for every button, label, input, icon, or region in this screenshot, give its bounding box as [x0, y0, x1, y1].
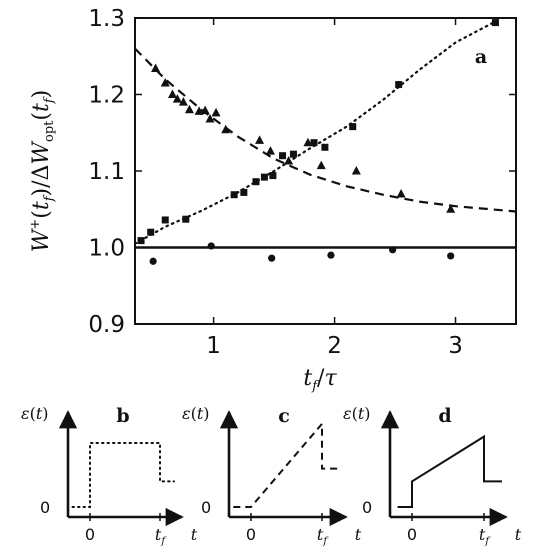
triangle-marker	[303, 137, 313, 147]
y-tick-label: 0	[201, 498, 211, 517]
x-axis-label: t	[355, 525, 362, 544]
triangle-marker	[205, 113, 215, 123]
square-marker	[161, 216, 169, 224]
square-marker	[395, 81, 403, 89]
panel-b: ε(t) 0 0 tf t b	[21, 404, 198, 547]
triangle-marker	[172, 94, 182, 103]
square-marker	[289, 150, 297, 158]
x-tick-label-tf: tf	[155, 525, 167, 547]
x-axis-label: t	[191, 525, 198, 544]
panel-c: ε(t) 0 0 tf t c	[182, 404, 362, 547]
triangle-marker	[396, 188, 406, 198]
triangle-marker	[316, 160, 326, 170]
circle-marker	[389, 246, 397, 254]
main-plot-frame	[134, 17, 517, 325]
y-tick-label: 0.9	[88, 312, 125, 338]
square-marker	[240, 188, 248, 196]
triangle-marker	[265, 146, 275, 155]
triangle-marker	[284, 156, 294, 165]
fit-curve-dashed	[134, 47, 517, 213]
y-tick-label: 1.3	[88, 6, 125, 32]
triangle-marker	[194, 106, 204, 115]
triangle-marker	[211, 107, 221, 117]
triangle-marker	[351, 166, 361, 175]
x-axis-label: t	[515, 525, 522, 544]
triangle-marker	[167, 89, 177, 98]
triangle-marker	[151, 63, 161, 72]
square-marker	[310, 139, 318, 147]
triangle-marker	[446, 204, 456, 213]
x-tick-label: 3	[448, 333, 463, 359]
y-axis-label: ε(t)	[182, 404, 210, 423]
square-marker	[349, 123, 357, 131]
y-tick-label: 0	[362, 498, 372, 517]
x-tick-label: 0	[407, 525, 417, 544]
protocol-curve	[71, 442, 175, 508]
main-chart: 1 2 3 0.9 1.0 1.1 1.2 1.3 a W+(tf)/ΔWopt(tf) t…	[28, 6, 517, 394]
y-axis-label: ε(t)	[21, 404, 49, 423]
y-axis-label: ε(t)	[343, 404, 371, 423]
square-marker	[230, 191, 238, 199]
panel-label: c	[278, 405, 290, 427]
panel-label: d	[438, 405, 451, 427]
protocol-curve	[233, 421, 340, 508]
triangle-marker	[160, 78, 170, 87]
square-marker	[260, 173, 268, 181]
y-tick-label: 1.0	[88, 236, 125, 262]
circle-marker	[207, 242, 215, 250]
x-axis-label: tf/τ	[303, 366, 337, 394]
x-tick-label: 0	[85, 525, 95, 544]
y-tick-label: 0	[40, 498, 50, 517]
triangle-marker	[221, 124, 231, 134]
square-marker	[182, 215, 190, 223]
x-tick-label: 0	[246, 525, 256, 544]
circle-marker	[268, 254, 276, 262]
square-marker	[147, 228, 155, 236]
square-marker	[252, 178, 260, 186]
y-tick-label: 1.1	[88, 159, 125, 185]
triangle-marker	[200, 105, 210, 115]
main-panel-label: a	[475, 46, 487, 68]
panel-d: ε(t) 0 0 tf t d	[343, 404, 522, 547]
x-tick-label-tf: tf	[317, 525, 329, 547]
triangle-marker	[255, 135, 265, 144]
triangle-marker	[178, 97, 188, 106]
square-marker	[269, 172, 277, 180]
circle-marker	[149, 257, 157, 265]
square-marker	[491, 19, 499, 27]
x-tick-label: 1	[206, 333, 221, 359]
square-marker	[137, 237, 145, 245]
circle-marker	[327, 251, 335, 259]
square-marker	[279, 152, 287, 160]
circle-marker	[447, 252, 455, 260]
protocol-curve	[397, 434, 502, 508]
square-marker	[321, 143, 329, 151]
triangle-marker	[184, 104, 194, 114]
y-tick-label: 1.2	[88, 83, 125, 109]
panel-label: b	[116, 405, 129, 427]
x-tick-label-tf: tf	[479, 525, 491, 547]
x-tick-label: 2	[327, 333, 342, 359]
fit-curve-dotted	[133, 22, 493, 245]
y-axis-label: W+(tf)/ΔWopt(tf)	[28, 90, 57, 253]
